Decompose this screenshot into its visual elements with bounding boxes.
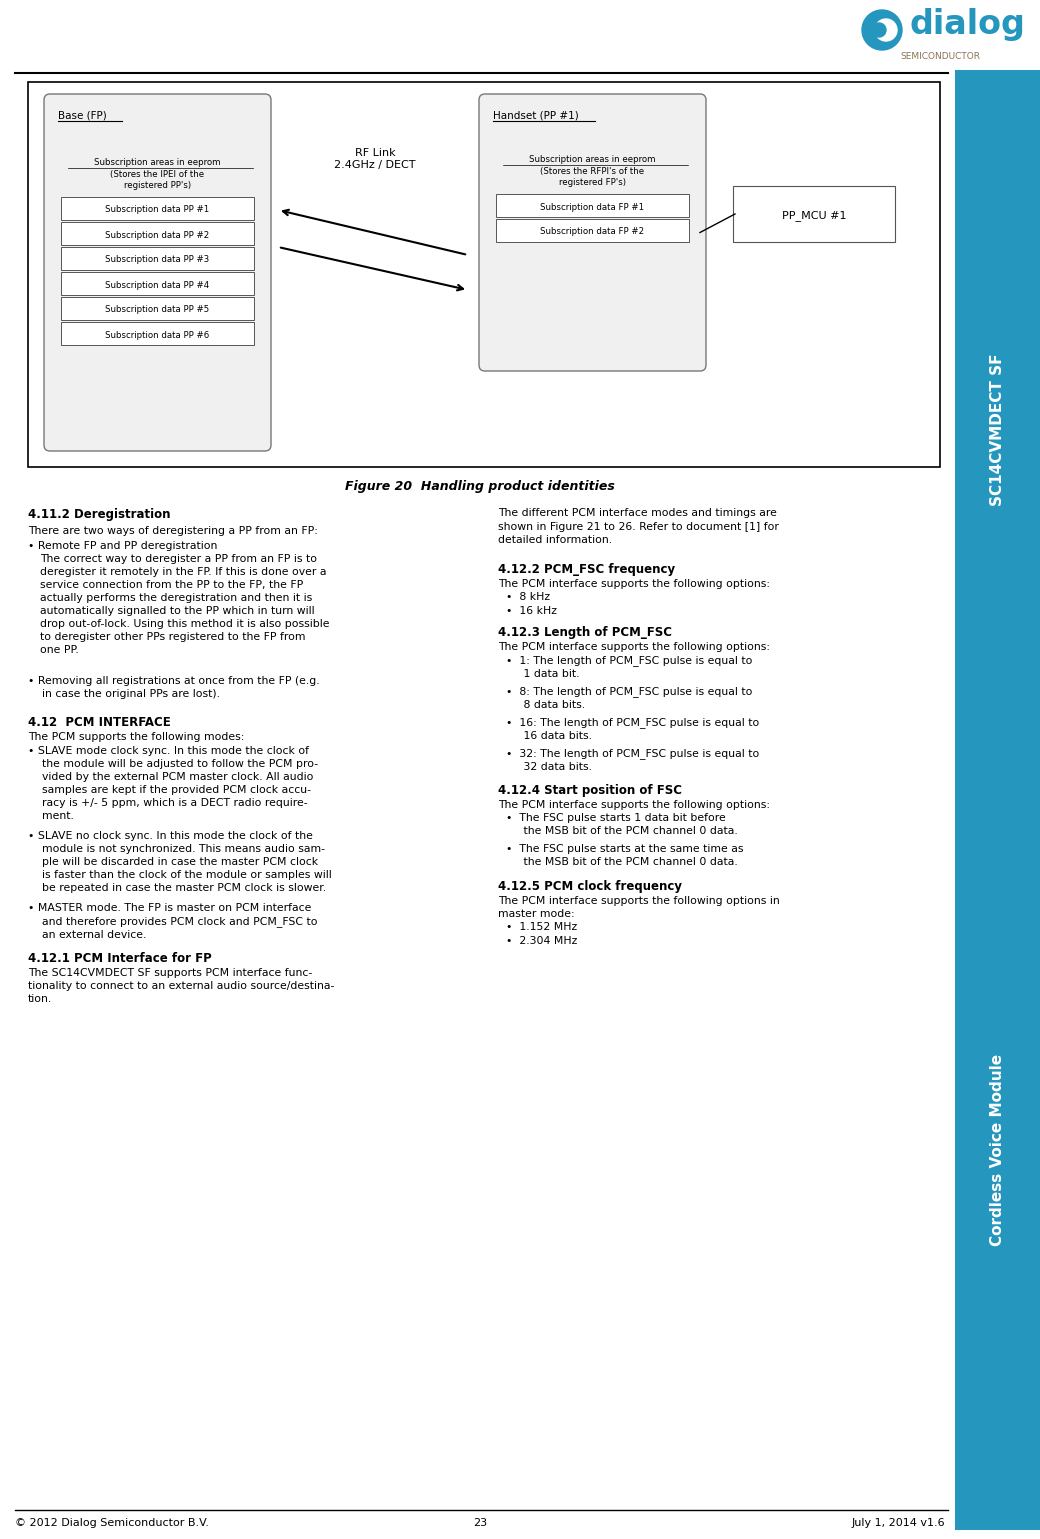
Text: Base (FP): Base (FP) — [58, 109, 107, 120]
Text: •  32: The length of PCM_FSC pulse is equal to
     32 data bits.: • 32: The length of PCM_FSC pulse is equ… — [506, 748, 759, 773]
Text: • SLAVE no clock sync. In this mode the clock of the
    module is not synchroni: • SLAVE no clock sync. In this mode the … — [28, 831, 332, 893]
Text: 4.12.4 Start position of FSC: 4.12.4 Start position of FSC — [498, 783, 682, 797]
FancyBboxPatch shape — [61, 222, 254, 245]
Text: •  1: The length of PCM_FSC pulse is equal to
     1 data bit.: • 1: The length of PCM_FSC pulse is equa… — [506, 656, 752, 679]
FancyBboxPatch shape — [479, 94, 706, 371]
Text: registered FP's): registered FP's) — [560, 179, 626, 188]
FancyBboxPatch shape — [61, 272, 254, 295]
Text: Handset (PP #1): Handset (PP #1) — [493, 109, 578, 120]
Text: Subscription areas in eeprom: Subscription areas in eeprom — [529, 155, 656, 165]
Text: • Removing all registrations at once from the FP (e.g.
    in case the original : • Removing all registrations at once fro… — [28, 676, 319, 699]
Text: •  8 kHz: • 8 kHz — [506, 593, 550, 602]
Text: 2.4GHz / DECT: 2.4GHz / DECT — [334, 160, 416, 169]
FancyBboxPatch shape — [496, 194, 690, 217]
Text: •  16: The length of PCM_FSC pulse is equal to
     16 data bits.: • 16: The length of PCM_FSC pulse is equ… — [506, 717, 759, 740]
Text: Subscription data PP #6: Subscription data PP #6 — [105, 331, 210, 340]
Text: RF Link: RF Link — [355, 148, 395, 159]
Text: registered PP's): registered PP's) — [124, 182, 191, 189]
FancyBboxPatch shape — [955, 69, 1040, 1530]
Text: •  The FSC pulse starts 1 data bit before
     the MSB bit of the PCM channel 0 : • The FSC pulse starts 1 data bit before… — [506, 813, 737, 836]
Text: Figure 20  Handling product identities: Figure 20 Handling product identities — [345, 480, 615, 492]
Text: The PCM interface supports the following options:: The PCM interface supports the following… — [498, 800, 770, 810]
Text: dialog: dialog — [909, 8, 1025, 42]
Text: PP_MCU #1: PP_MCU #1 — [782, 211, 847, 222]
Text: The different PCM interface modes and timings are
shown in Figure 21 to 26. Refe: The different PCM interface modes and ti… — [498, 508, 779, 545]
FancyBboxPatch shape — [61, 297, 254, 320]
Text: 23: 23 — [473, 1517, 487, 1528]
FancyBboxPatch shape — [496, 219, 690, 242]
Circle shape — [862, 9, 902, 49]
Text: •  8: The length of PCM_FSC pulse is equal to
     8 data bits.: • 8: The length of PCM_FSC pulse is equa… — [506, 686, 752, 709]
Text: •  16 kHz: • 16 kHz — [506, 606, 557, 616]
Text: 4.12  PCM INTERFACE: 4.12 PCM INTERFACE — [28, 716, 171, 729]
Text: • Remote FP and PP deregistration: • Remote FP and PP deregistration — [28, 542, 217, 551]
Text: July 1, 2014 v1.6: July 1, 2014 v1.6 — [852, 1517, 945, 1528]
Text: 4.12.1 PCM Interface for FP: 4.12.1 PCM Interface for FP — [28, 953, 212, 965]
Text: The correct way to deregister a PP from an FP is to
deregister it remotely in th: The correct way to deregister a PP from … — [40, 554, 330, 656]
Text: Subscription areas in eeprom: Subscription areas in eeprom — [95, 159, 220, 168]
Circle shape — [872, 23, 886, 37]
Text: 4.12.5 PCM clock frequency: 4.12.5 PCM clock frequency — [498, 880, 682, 893]
Text: Subscription data PP #1: Subscription data PP #1 — [105, 206, 210, 214]
Text: Subscription data PP #4: Subscription data PP #4 — [105, 280, 210, 289]
Text: •  1.152 MHz: • 1.152 MHz — [506, 922, 577, 933]
Text: 4.12.2 PCM_FSC frequency: 4.12.2 PCM_FSC frequency — [498, 563, 675, 576]
Text: © 2012 Dialog Semiconductor B.V.: © 2012 Dialog Semiconductor B.V. — [15, 1517, 209, 1528]
FancyBboxPatch shape — [61, 246, 254, 269]
Text: • MASTER mode. The FP is master on PCM interface
    and therefore provides PCM : • MASTER mode. The FP is master on PCM i… — [28, 903, 317, 940]
Text: SC14CVMDECT SF: SC14CVMDECT SF — [990, 354, 1005, 506]
FancyBboxPatch shape — [61, 322, 254, 345]
FancyBboxPatch shape — [28, 82, 940, 466]
FancyBboxPatch shape — [733, 186, 895, 242]
Text: Subscription data FP #2: Subscription data FP #2 — [541, 228, 645, 237]
Text: (Stores the RFPI's of the: (Stores the RFPI's of the — [541, 168, 645, 175]
Text: 4.12.3 Length of PCM_FSC: 4.12.3 Length of PCM_FSC — [498, 626, 672, 639]
Text: Subscription data PP #3: Subscription data PP #3 — [105, 255, 210, 265]
Text: Subscription data PP #2: Subscription data PP #2 — [105, 231, 210, 240]
FancyBboxPatch shape — [44, 94, 271, 451]
Text: The PCM interface supports the following options:: The PCM interface supports the following… — [498, 642, 770, 653]
Text: Subscription data FP #1: Subscription data FP #1 — [541, 203, 645, 211]
Text: There are two ways of deregistering a PP from an FP:: There are two ways of deregistering a PP… — [28, 526, 318, 536]
Text: The SC14CVMDECT SF supports PCM interface func-
tionality to connect to an exter: The SC14CVMDECT SF supports PCM interfac… — [28, 968, 335, 1003]
Text: The PCM supports the following modes:: The PCM supports the following modes: — [28, 733, 244, 742]
Text: Subscription data PP #5: Subscription data PP #5 — [105, 306, 210, 314]
Text: (Stores the IPEI of the: (Stores the IPEI of the — [110, 169, 205, 179]
Text: • SLAVE mode clock sync. In this mode the clock of
    the module will be adjust: • SLAVE mode clock sync. In this mode th… — [28, 746, 318, 822]
Text: •  2.304 MHz: • 2.304 MHz — [506, 936, 577, 946]
Text: SEMICONDUCTOR: SEMICONDUCTOR — [900, 52, 980, 62]
Text: 4.11.2 Deregistration: 4.11.2 Deregistration — [28, 508, 171, 522]
FancyBboxPatch shape — [61, 197, 254, 220]
Circle shape — [875, 18, 896, 42]
Text: Cordless Voice Module: Cordless Voice Module — [990, 1054, 1005, 1247]
Text: •  The FSC pulse starts at the same time as
     the MSB bit of the PCM channel : • The FSC pulse starts at the same time … — [506, 843, 744, 866]
Text: The PCM interface supports the following options in
master mode:: The PCM interface supports the following… — [498, 896, 780, 919]
Text: The PCM interface supports the following options:: The PCM interface supports the following… — [498, 579, 770, 589]
